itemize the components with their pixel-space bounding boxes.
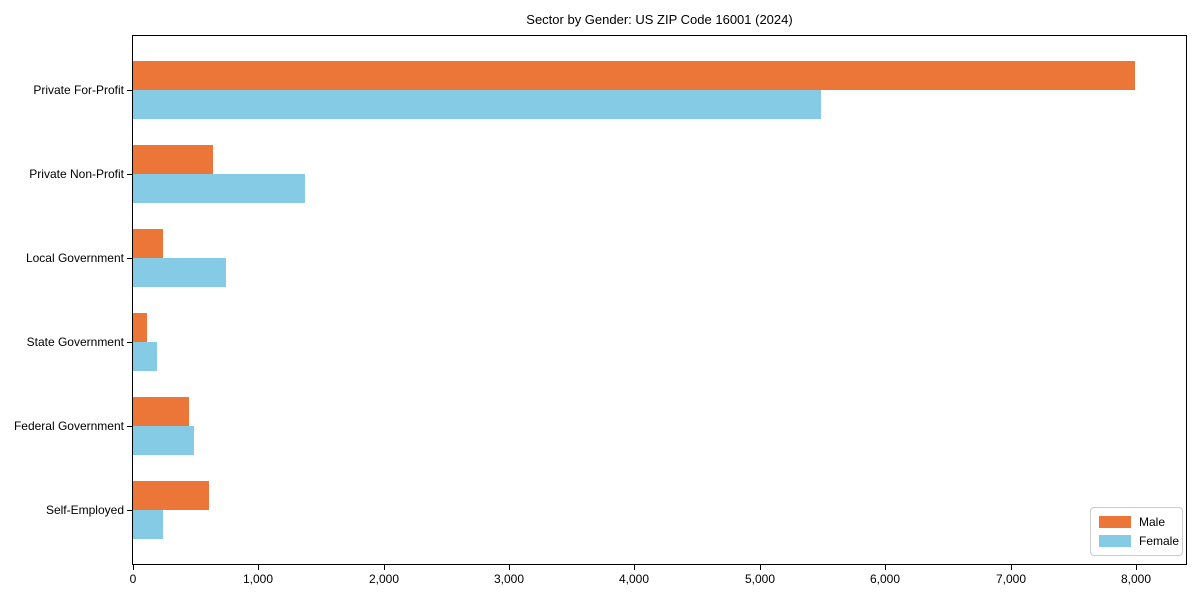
y-tick xyxy=(127,510,132,511)
bar-male-1 xyxy=(133,61,1135,90)
x-tick-label: 4,000 xyxy=(618,572,650,586)
bar-male-6 xyxy=(133,481,209,510)
x-tick xyxy=(760,565,761,570)
y-tick-label: Federal Government xyxy=(13,419,124,433)
y-tick xyxy=(127,174,132,175)
legend-swatch-female xyxy=(1099,535,1131,547)
legend-entry-male: Male xyxy=(1099,514,1174,530)
x-tick-label: 7,000 xyxy=(995,572,1027,586)
legend-swatch-male xyxy=(1099,516,1131,528)
x-tick-label: 2,000 xyxy=(368,572,400,586)
bar-female-4 xyxy=(133,342,157,371)
x-tick xyxy=(509,565,510,570)
bar-male-4 xyxy=(133,313,147,342)
bar-female-6 xyxy=(133,510,163,539)
y-tick-label: Self-Employed xyxy=(45,503,124,517)
y-tick xyxy=(127,426,132,427)
bar-female-5 xyxy=(133,426,194,455)
bar-female-2 xyxy=(133,174,305,203)
x-tick xyxy=(384,565,385,570)
x-tick-label: 0 xyxy=(129,572,137,586)
legend-label: Male xyxy=(1139,515,1166,529)
legend: Male Female xyxy=(1090,507,1183,556)
y-tick xyxy=(127,342,132,343)
x-tick xyxy=(1011,565,1012,570)
y-tick-label: State Government xyxy=(26,335,124,349)
bar-male-5 xyxy=(133,397,189,426)
x-tick-label: 1,000 xyxy=(242,572,274,586)
x-tick-label: 3,000 xyxy=(493,572,525,586)
bar-male-3 xyxy=(133,229,163,258)
y-tick xyxy=(127,90,132,91)
y-tick-label: Private For-Profit xyxy=(33,83,124,97)
x-tick-label: 8,000 xyxy=(1120,572,1152,586)
x-tick xyxy=(133,565,134,570)
x-tick xyxy=(258,565,259,570)
legend-entry-female: Female xyxy=(1099,533,1179,549)
bar-female-3 xyxy=(133,258,226,287)
y-tick-label: Private Non-Profit xyxy=(29,167,124,181)
x-tick xyxy=(1136,565,1137,570)
legend-label: Female xyxy=(1139,534,1180,548)
x-tick xyxy=(634,565,635,570)
bar-male-2 xyxy=(133,145,213,174)
y-tick xyxy=(127,258,132,259)
y-tick-label: Local Government xyxy=(25,251,124,265)
x-tick-label: 6,000 xyxy=(869,572,901,586)
bar-female-1 xyxy=(133,90,821,119)
chart-title: Sector by Gender: US ZIP Code 16001 (202… xyxy=(526,12,793,27)
x-tick-label: 5,000 xyxy=(744,572,776,586)
plot-area xyxy=(132,35,1187,565)
x-tick xyxy=(885,565,886,570)
